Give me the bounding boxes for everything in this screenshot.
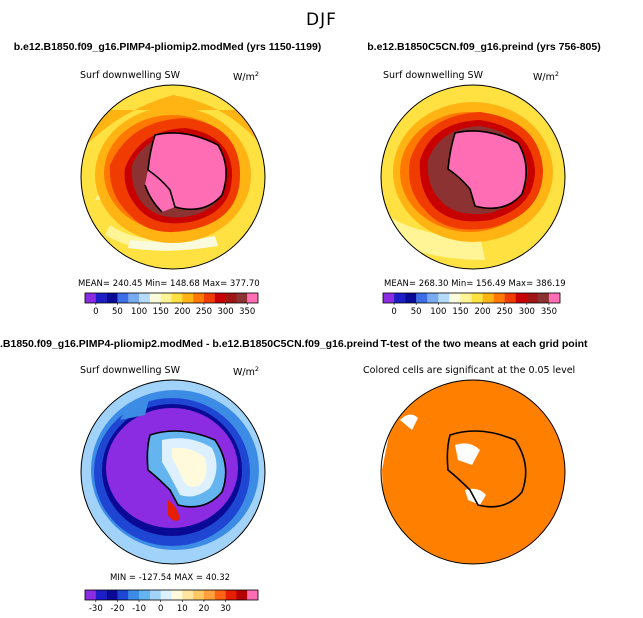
colorbar-swatch [438, 293, 450, 303]
colorbar-swatch [193, 293, 205, 303]
colorbar-outline [84, 589, 259, 601]
colorbar-swatch [203, 590, 215, 600]
colorbar-tick-label: 250 [196, 307, 212, 317]
colorbar-swatch [182, 293, 194, 303]
colorbar-top-right: 0 50 100 150 200 250 300 350 [382, 292, 561, 317]
stats-top-right: MEAN= 268.30 Min= 156.49 Max= 386.19 [384, 279, 566, 289]
colorbar-tick-label: 50 [411, 307, 422, 317]
colorbar-swatch [117, 590, 129, 600]
units-label-top-right: W/m2 [533, 70, 559, 84]
colorbar-tick-label: 10 [177, 604, 188, 614]
panel-title-top-left: b.e12.B1850.f09_g16.PIMP4-pliomip2.modMe… [13, 41, 322, 53]
colorbar-swatch [526, 293, 539, 303]
colorbar-swatch [471, 293, 483, 303]
colorbar-outline [84, 292, 259, 304]
variable-label-bottom-left: Surf downwelling SW [80, 365, 180, 376]
colorbar-swatch [537, 293, 550, 303]
colorbar-tick-label: -30 [89, 604, 103, 614]
colorbar-swatch [214, 590, 226, 600]
colorbar-tick-label: 350 [541, 307, 557, 317]
colorbar-outline [382, 292, 561, 304]
colorbar-tick-label: 30 [220, 604, 231, 614]
colorbar-swatch [139, 590, 151, 600]
colorbar-tick-label: 150 [452, 307, 468, 317]
colorbar-swatch [95, 293, 107, 303]
colorbar-tick-label: 20 [199, 604, 210, 614]
colorbar-swatch [171, 590, 183, 600]
variable-label-top-left: Surf downwelling SW [80, 70, 180, 81]
colorbar-swatch [460, 293, 472, 303]
map-bottom-right [381, 380, 565, 564]
subtitle-bottom-right: Colored cells are significant at the 0.0… [363, 365, 576, 376]
colorbar-tick-label: -10 [132, 604, 146, 614]
colorbar-tick-label: 200 [474, 307, 490, 317]
colorbar-swatch [128, 590, 140, 600]
colorbar-swatch [182, 590, 194, 600]
colorbar-top-left: 0 50 100 150 200 250 300 350 [84, 292, 259, 317]
colorbar-tick-label: 250 [497, 307, 513, 317]
colorbar-swatch [225, 293, 237, 303]
colorbar-swatch [427, 293, 439, 303]
colorbar-swatch [504, 293, 516, 303]
colorbar-bottom-left: -30 -20 -10 0 10 20 30 [84, 589, 259, 614]
colorbar-tick-label: 150 [153, 307, 169, 317]
colorbar-swatch [193, 590, 205, 600]
colorbar-swatch [405, 293, 417, 303]
colorbar-swatch [394, 293, 406, 303]
panel-title-top-right: b.e12.B1850C5CN.f09_g16.preind (yrs 756-… [367, 41, 601, 53]
map-top-right [381, 85, 565, 269]
colorbar-tick-label: 0 [158, 604, 163, 614]
colorbar-swatch [106, 293, 118, 303]
map-bottom-left [81, 380, 265, 564]
colorbar-tick-label: 100 [131, 307, 147, 317]
colorbar-swatch [117, 293, 129, 303]
colorbar-tick-label: 0 [391, 307, 396, 317]
colorbar-tick-label: 50 [112, 307, 123, 317]
panel-title-bottom-right: T-test of the two means at each grid poi… [380, 338, 588, 350]
panel-title-bottom-left: .B1850.f09_g16.PIMP4-pliomip2.modMed - b… [0, 338, 379, 350]
colorbar-swatch [515, 293, 528, 303]
units-label-bottom-left: W/m2 [233, 365, 259, 379]
colorbar-swatch [160, 590, 172, 600]
colorbar-swatch [236, 590, 248, 600]
colorbar-swatch [416, 293, 428, 303]
colorbar-swatch [449, 293, 461, 303]
colorbar-tick-label: 350 [239, 307, 255, 317]
colorbar-swatch [493, 293, 505, 303]
colorbar-swatch [85, 590, 97, 600]
colorbar-swatch [128, 293, 140, 303]
colorbar-tick-label: 100 [430, 307, 446, 317]
colorbar-swatch [548, 293, 561, 303]
colorbar-swatch [236, 293, 248, 303]
stats-top-left: MEAN= 240.45 Min= 148.68 Max= 377.70 [78, 279, 260, 289]
colorbar-swatch [247, 590, 259, 600]
stats-bottom-left: MIN = -127.54 MAX = 40.32 [110, 573, 231, 583]
figure-title: DJF [306, 10, 337, 30]
colorbar-tick-label: 300 [217, 307, 233, 317]
colorbar-tick-label: 200 [174, 307, 190, 317]
colorbar-swatch [95, 590, 107, 600]
variable-label-top-right: Surf downwelling SW [383, 70, 483, 81]
colorbar-swatch [160, 293, 172, 303]
units-label-top-left: W/m2 [233, 70, 259, 84]
colorbar-swatch [203, 293, 215, 303]
colorbar-tick-label: -20 [110, 604, 124, 614]
colorbar-swatch [149, 293, 161, 303]
colorbar-swatch [247, 293, 259, 303]
colorbar-swatch [171, 293, 183, 303]
colorbar-swatch [214, 293, 226, 303]
colorbar-swatch [383, 293, 395, 303]
colorbar-tick-label: 300 [519, 307, 535, 317]
colorbar-swatch [149, 590, 161, 600]
colorbar-tick-label: 0 [93, 307, 98, 317]
colorbar-swatch [482, 293, 494, 303]
colorbar-swatch [106, 590, 118, 600]
colorbar-swatch [85, 293, 97, 303]
colorbar-swatch [225, 590, 237, 600]
colorbar-swatch [139, 293, 151, 303]
map-top-left [81, 85, 265, 269]
